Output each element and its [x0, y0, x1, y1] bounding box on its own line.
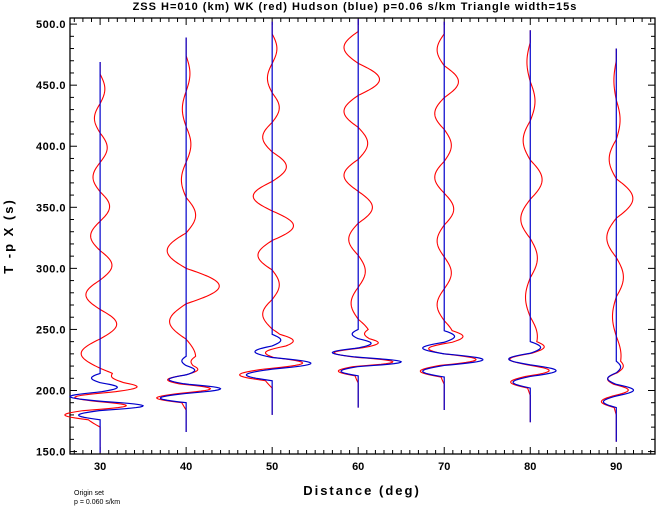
origin-note: Origin set	[74, 490, 104, 497]
wk-trace-70	[419, 21, 477, 411]
trace-40-deg	[156, 37, 222, 433]
wk-trace-30	[64, 61, 138, 453]
x-tick-label: 90	[610, 461, 622, 473]
chart-title: ZSS H=010 (km) WK (red) Hudson (blue) p=…	[133, 1, 578, 13]
y-tick-label: 150.0	[36, 447, 66, 459]
plot-frame	[69, 17, 656, 455]
trace-70-deg	[419, 21, 484, 411]
hudson-trace-50	[245, 21, 312, 415]
hudson-trace-30	[69, 61, 145, 453]
wk-trace-90	[600, 48, 634, 442]
y-tick-label: 400.0	[36, 141, 66, 153]
x-axis-label: Distance (deg)	[303, 483, 421, 498]
wk-trace-50	[239, 21, 304, 415]
x-tick-label: 60	[352, 461, 364, 473]
hudson-trace-40	[159, 37, 222, 433]
y-tick-label: 200.0	[36, 385, 66, 397]
y-axis-label: T -p X (s)	[1, 198, 16, 274]
hudson-trace-90	[602, 48, 635, 442]
y-tick-label: 450.0	[36, 80, 66, 92]
seismogram-traces	[64, 19, 635, 453]
x-tick-label: 40	[180, 461, 192, 473]
x-tick-label: 80	[524, 461, 536, 473]
y-tick-label: 300.0	[36, 263, 66, 275]
y-ticks: 150.0 200.0 250.0 300.0 350.0 400.0 450.0 500.0	[36, 19, 655, 459]
wk-trace-60	[333, 19, 394, 408]
x-tick-label: 70	[438, 461, 450, 473]
ray-parameter-note: p = 0.060 s/km	[74, 499, 120, 506]
y-axis: 150.0 200.0 250.0 300.0 350.0 400.0 450.0 500.0	[36, 19, 655, 459]
y-tick-label: 350.0	[36, 202, 66, 214]
trace-30-deg	[64, 61, 145, 453]
y-tick-label: 500.0	[36, 19, 66, 31]
trace-60-deg	[331, 19, 403, 408]
hudson-trace-70	[422, 21, 484, 411]
hudson-trace-80	[508, 30, 557, 423]
x-tick-label: 30	[94, 461, 106, 473]
wk-trace-40	[156, 37, 220, 433]
x-tick-label: 50	[266, 461, 278, 473]
trace-90-deg	[600, 48, 635, 442]
x-ticks: 30 40 50 60 70 80 90	[73, 18, 652, 473]
trace-50-deg	[239, 21, 312, 415]
trace-80-deg	[508, 30, 557, 423]
hudson-trace-60	[331, 19, 403, 408]
x-axis: 30 40 50 60 70 80 90	[73, 18, 652, 473]
y-tick-label: 250.0	[36, 324, 66, 336]
wk-trace-80	[509, 30, 550, 423]
